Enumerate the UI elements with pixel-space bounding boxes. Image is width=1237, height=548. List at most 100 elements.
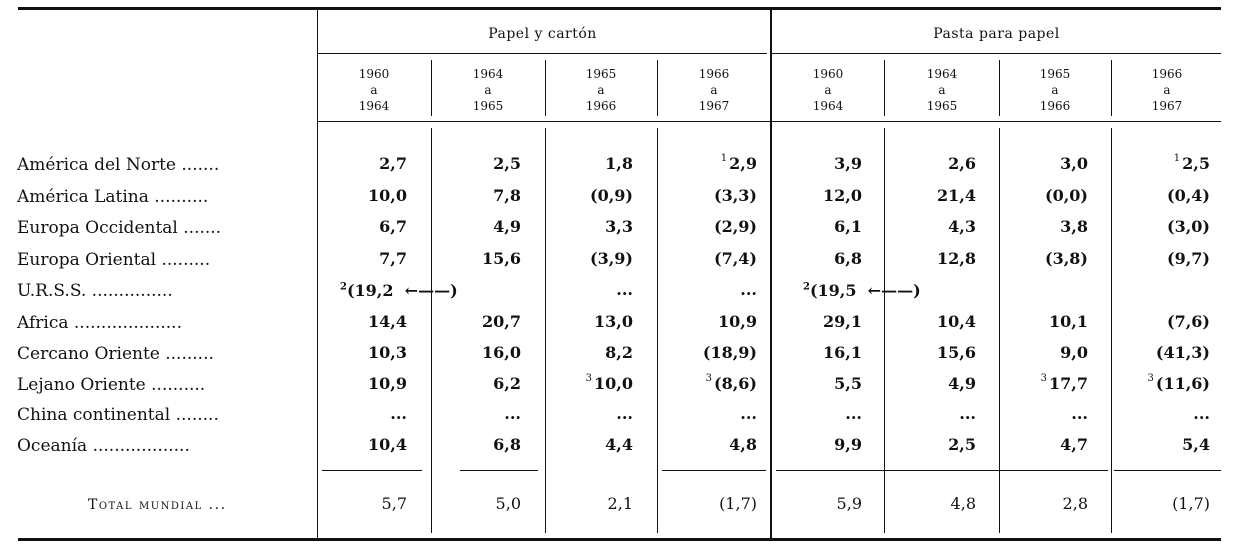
table-cell: ... <box>523 404 633 423</box>
cell-value: (3,3) <box>714 186 757 205</box>
table-cell: (2,9) <box>647 217 757 236</box>
cell-value: 5,5 <box>834 374 862 393</box>
cell-value: 4,4 <box>605 435 633 454</box>
total-cell: 5,7 <box>381 494 407 513</box>
table-cell: ... <box>297 404 407 423</box>
table-cell: 4,8 <box>647 435 757 454</box>
cell-value: (0,0) <box>1045 186 1088 205</box>
header-bottom-rule <box>318 121 1221 122</box>
table-cell: 4,9 <box>411 217 521 236</box>
col-divider <box>431 60 432 116</box>
footnote-marker: 3 <box>705 372 713 384</box>
cell-value: 6,8 <box>493 435 521 454</box>
cell-value: 10,3 <box>368 343 407 362</box>
table-cell: (41,3) <box>1100 343 1210 362</box>
col-divider <box>1111 60 1112 116</box>
col-divider <box>545 60 546 116</box>
cell-value: 10,0 <box>594 374 633 393</box>
cell-value: 2,9 <box>729 154 757 173</box>
table-cell: 6,2 <box>411 374 521 393</box>
table-cell: 6,8 <box>411 435 521 454</box>
col-divider <box>999 60 1000 116</box>
table-cell: 10,1 <box>978 312 1088 331</box>
table-cell: 15,6 <box>866 343 976 362</box>
table-cell: 1 2,5 <box>1100 152 1210 173</box>
top-rule <box>18 7 1221 10</box>
cell-value: ... <box>845 404 862 423</box>
col-divider <box>431 128 432 533</box>
cell-value: 6,8 <box>834 249 862 268</box>
cell-value: 2,5 <box>1182 154 1210 173</box>
cell-value: 1,8 <box>605 154 633 173</box>
cell-value: 13,0 <box>594 312 633 331</box>
cell-value: (3,9) <box>590 249 633 268</box>
cell-value: 4,7 <box>1060 435 1088 454</box>
table-cell: (0,0) <box>978 186 1088 205</box>
group-underline-paper <box>318 53 767 54</box>
table-cell: (18,9) <box>647 343 757 362</box>
table-cell: ... <box>866 404 976 423</box>
cell-value: 3,9 <box>834 154 862 173</box>
col-divider <box>657 60 658 116</box>
table-cell: 2,6 <box>866 154 976 173</box>
cell-value: 16,0 <box>482 343 521 362</box>
footnote-marker: 1 <box>1173 152 1181 164</box>
period-header: 1965 a 1966 <box>585 67 617 113</box>
cell-value: ... <box>616 280 633 299</box>
period-header: 1966 a 1967 <box>698 67 730 113</box>
period-header: 1960 a 1964 <box>812 67 844 113</box>
cell-value: 12,8 <box>937 249 976 268</box>
table-cell: 10,4 <box>297 435 407 454</box>
col-divider <box>545 128 546 533</box>
table-cell: ... <box>411 404 521 423</box>
col-divider <box>884 60 885 116</box>
table-cell: 3,3 <box>523 217 633 236</box>
table-cell: ... <box>978 404 1088 423</box>
table-cell: 10,3 <box>297 343 407 362</box>
table-cell: 16,0 <box>411 343 521 362</box>
cell-value: 14,4 <box>368 312 407 331</box>
table-cell: 5,4 <box>1100 435 1210 454</box>
col-divider <box>317 10 318 538</box>
period-header: 1965 a 1966 <box>1039 67 1071 113</box>
period-header: 1964 a 1965 <box>926 67 958 113</box>
col-divider <box>770 10 772 538</box>
table-cell: 3 (11,6) <box>1100 373 1210 393</box>
total-cell: 5,9 <box>836 494 862 513</box>
col-divider <box>657 128 658 533</box>
cell-value: 12,0 <box>823 186 862 205</box>
cell-value: 15,6 <box>482 249 521 268</box>
table-cell: (3,9) <box>523 249 633 268</box>
cell-value: 10,9 <box>368 374 407 393</box>
table-cell: 3 (8,6) <box>647 372 757 393</box>
table-cell: ... <box>523 280 633 299</box>
row-label: Cercano Oriente ......... <box>17 344 214 364</box>
cell-value: (0,9) <box>590 186 633 205</box>
cell-value: 3,0 <box>1060 154 1088 173</box>
period-header: 1966 a 1967 <box>1151 67 1183 113</box>
cell-value: 20,7 <box>482 312 521 331</box>
cell-value: (8,6) <box>714 374 757 393</box>
table-cell: 21,4 <box>866 186 976 205</box>
table-cell: 4,9 <box>866 374 976 393</box>
table-cell: 1 2,9 <box>647 153 757 173</box>
cell-value: 8,2 <box>605 343 633 362</box>
table-cell: 2,7 <box>297 154 407 173</box>
cell-value: ... <box>616 404 633 423</box>
footnote-marker: 3 <box>585 372 593 384</box>
cell-value: (3,8) <box>1045 249 1088 268</box>
table-cell: 7,7 <box>297 249 407 268</box>
cell-value: ... <box>1071 404 1088 423</box>
cell-value: 6,2 <box>493 374 521 393</box>
total-label: Total mundial ... <box>88 497 227 513</box>
cell-value: (41,3) <box>1155 343 1210 362</box>
cell-value: 10,4 <box>368 435 407 454</box>
table-cell: 3 17,7 <box>978 373 1088 393</box>
total-rule-4 <box>776 470 1108 471</box>
row-label: U.R.S.S. ............... <box>17 281 173 301</box>
cell-value: 3,3 <box>605 217 633 236</box>
cell-value: 4,8 <box>729 435 757 454</box>
cell-value: (2,9) <box>714 217 757 236</box>
bottom-rule <box>18 538 1221 541</box>
table-cell: 10,9 <box>297 374 407 393</box>
